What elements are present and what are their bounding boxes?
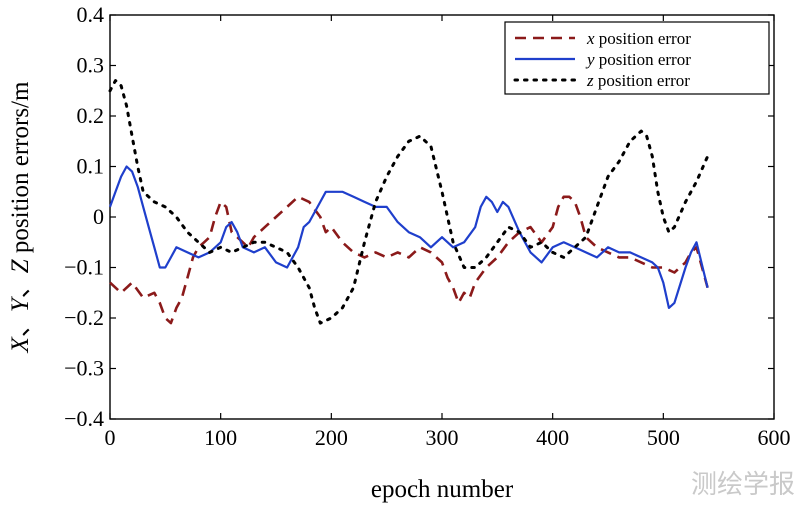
x-tick-label: 300 xyxy=(426,425,459,450)
y-tick-label: 0.4 xyxy=(77,2,105,27)
x-tick-label: 600 xyxy=(758,425,791,450)
y-tick-label: 0.2 xyxy=(77,103,105,128)
y-tick-label: −0.1 xyxy=(64,255,104,280)
y-axis-label-y: Y xyxy=(7,295,34,312)
x-tick-label: 400 xyxy=(536,425,569,450)
x-axis-label: epoch number xyxy=(371,476,514,503)
series-line-y xyxy=(108,165,709,309)
y-tick-label: −0.3 xyxy=(64,356,104,381)
y-tick-label: −0.4 xyxy=(64,406,104,431)
y-tick-label: 0.1 xyxy=(77,154,105,179)
legend-label-x: x position error xyxy=(586,29,691,48)
y-axis-label-x: X xyxy=(7,335,34,353)
y-tick-label: −0.2 xyxy=(64,305,104,330)
series-line-z xyxy=(108,79,710,325)
legend: x position error y position error z posi… xyxy=(504,21,770,95)
y-axis-label-sep2: 、 xyxy=(7,273,34,298)
y-axis-label: X、Y、Z position errors/m xyxy=(7,81,34,353)
series-line-x xyxy=(109,195,709,325)
y-axis-label-z: Z xyxy=(7,258,34,273)
y-axis-label-rest: position errors/m xyxy=(7,81,34,259)
x-tick-label: 500 xyxy=(647,425,680,450)
x-tick-label: 200 xyxy=(315,425,348,450)
ticks: 0 100 200 300 400 500 600 −0.4 −0.3 −0.2 −0.1 0 0.1 0… xyxy=(64,2,790,450)
legend-label-z: z position error xyxy=(586,71,690,90)
y-tick-label: 0.3 xyxy=(77,53,105,78)
legend-label-y: y position error xyxy=(585,50,691,69)
y-tick-label: 0 xyxy=(93,204,104,229)
x-tick-label: 100 xyxy=(204,425,237,450)
series-group xyxy=(108,79,710,325)
x-tick-label: 0 xyxy=(105,425,116,450)
y-axis-label-sep1: 、 xyxy=(7,312,34,337)
watermark: 测绘学报 xyxy=(691,470,795,500)
